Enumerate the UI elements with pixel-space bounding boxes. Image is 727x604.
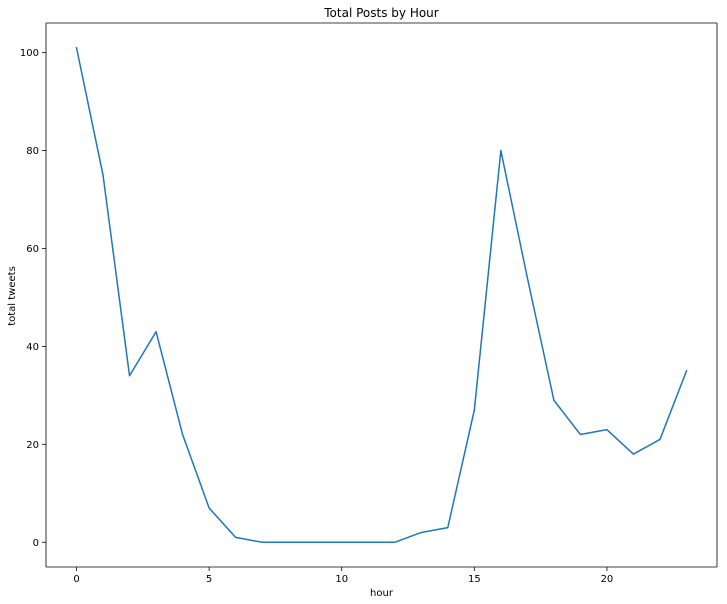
data-point — [685, 369, 688, 372]
x-axis-title: hour — [370, 588, 394, 599]
chart-title: Total Posts by Hour — [323, 6, 439, 20]
data-point — [234, 536, 237, 539]
x-tick-label: 5 — [206, 574, 212, 585]
data-point — [605, 428, 608, 431]
data-point — [75, 46, 78, 49]
y-tick-label: 80 — [26, 146, 39, 157]
data-point — [208, 507, 211, 510]
x-tick-label: 20 — [601, 574, 614, 585]
y-tick-label: 20 — [26, 440, 39, 451]
x-tick-label: 15 — [468, 574, 481, 585]
data-point — [552, 399, 555, 402]
data-point — [658, 438, 661, 441]
data-point — [287, 541, 290, 544]
data-point — [314, 541, 317, 544]
y-tick-label: 60 — [26, 244, 39, 255]
data-point — [473, 409, 476, 412]
data-point — [632, 453, 635, 456]
plot-area: 0 5 10 15 20 0 20 40 60 80 100 — [20, 22, 718, 585]
data-point — [181, 433, 184, 436]
data-point — [393, 541, 396, 544]
data-point — [261, 541, 264, 544]
data-point — [367, 541, 370, 544]
data-point — [446, 526, 449, 529]
data-point — [340, 541, 343, 544]
x-tick-label: 0 — [73, 574, 79, 585]
data-point — [499, 149, 502, 152]
x-tick-label: 10 — [335, 574, 348, 585]
y-axis-title: total tweets — [7, 266, 18, 326]
data-point — [128, 374, 131, 377]
data-point — [155, 330, 158, 333]
y-tick-label: 100 — [20, 48, 39, 59]
y-tick-label: 40 — [26, 342, 39, 353]
data-point — [579, 433, 582, 436]
series-line-0 — [75, 46, 688, 544]
y-tick-label: 0 — [33, 538, 39, 549]
data-point — [420, 531, 423, 534]
data-point — [526, 276, 529, 279]
data-point — [102, 174, 105, 177]
